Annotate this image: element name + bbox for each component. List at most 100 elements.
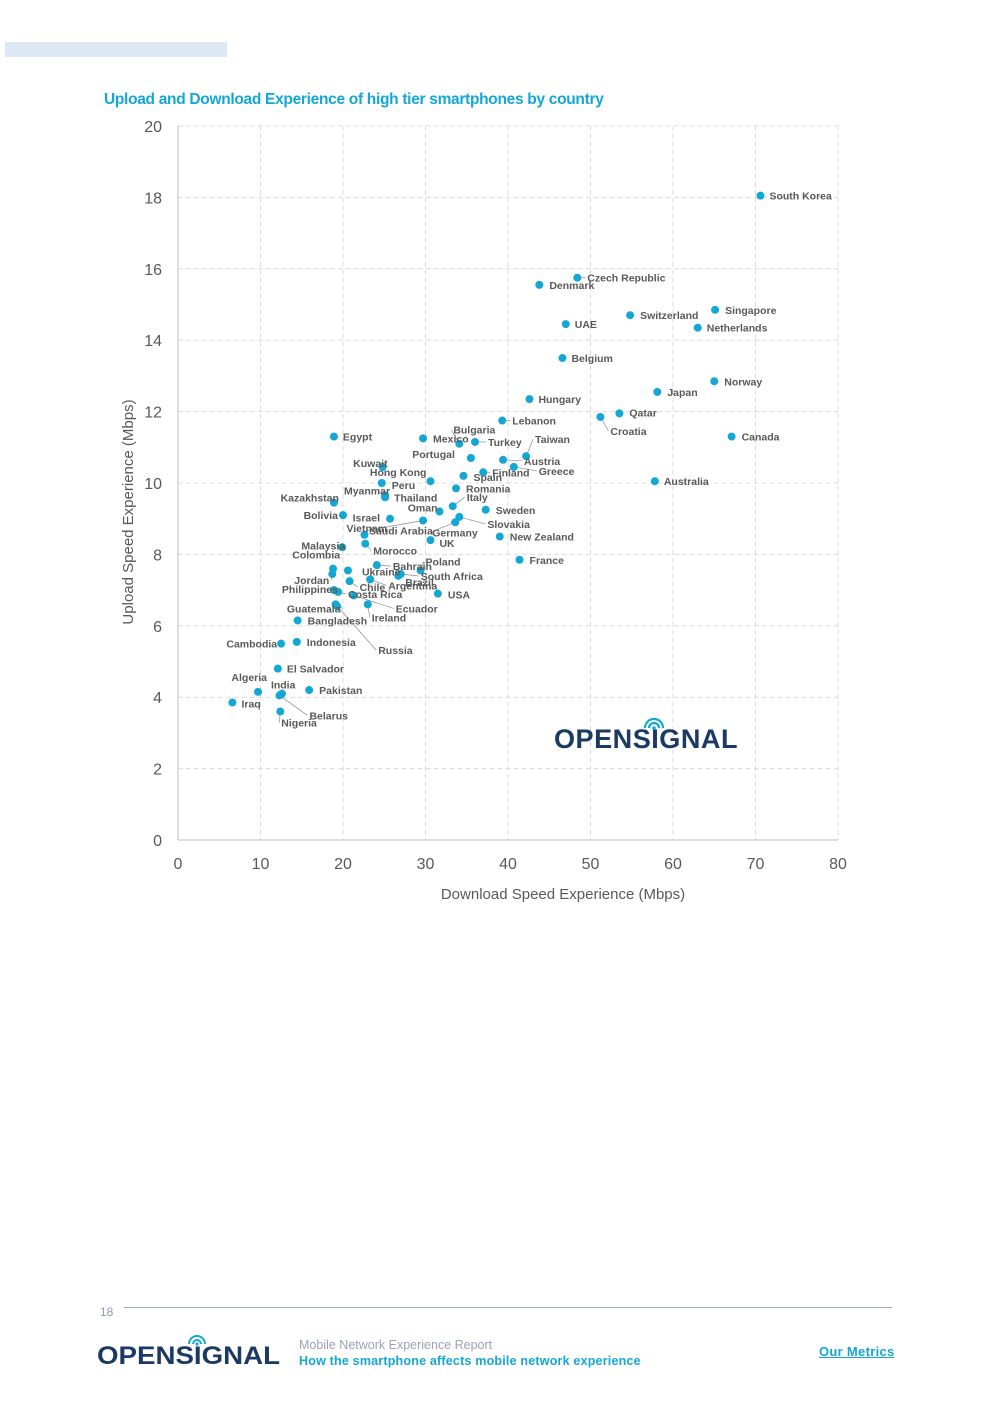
- point-label: Italy: [467, 492, 488, 504]
- point-label: UK: [439, 538, 455, 550]
- point-label: Colombia: [292, 550, 340, 562]
- point-label: Taiwan: [535, 434, 570, 446]
- x-tick-label: 40: [499, 856, 517, 873]
- x-tick-label: 80: [829, 856, 847, 873]
- point-label: Cambodia: [226, 639, 277, 651]
- scatter-point: [338, 543, 347, 552]
- point-label: Jordan: [294, 575, 329, 587]
- y-tick-label: 4: [153, 690, 162, 707]
- point-label: El Salvador: [287, 664, 344, 676]
- scatter-point: [329, 498, 338, 507]
- scatter-point: [419, 516, 428, 525]
- point-label: Argentina: [388, 580, 437, 592]
- scatter-point: [471, 437, 479, 446]
- our-metrics-link[interactable]: Our Metrics: [819, 1344, 895, 1359]
- scatter-point: [466, 454, 475, 463]
- scatter-point: [273, 664, 282, 673]
- scatter-point: [292, 637, 301, 646]
- point-label: Costa Rica: [348, 589, 402, 601]
- scatter-point: [328, 570, 337, 579]
- scatter-point: [334, 587, 343, 596]
- grid-lines: [178, 125, 839, 840]
- scatter-point: [381, 493, 390, 502]
- point-label: Slovakia: [487, 519, 530, 531]
- point-label: Pakistan: [319, 685, 362, 697]
- scatter-point: [479, 468, 488, 477]
- scatter-point: [254, 687, 263, 696]
- scatter-point: [276, 707, 285, 716]
- scatter-point: [525, 395, 534, 404]
- tick-labels: 0 2 4 6 8 10 12 14 16 18 20 0 10 20 30 40 50 60 70 80: [144, 119, 847, 873]
- scatter-point: [626, 311, 635, 320]
- label-leader-line: [430, 521, 456, 533]
- footer-divider: [124, 1307, 892, 1308]
- point-label: Philippines: [282, 584, 338, 596]
- leader-lines: [278, 277, 609, 723]
- scatter-point: [339, 511, 347, 520]
- x-tick-label: 50: [582, 856, 600, 873]
- y-tick-label: 16: [144, 262, 162, 279]
- point-label: Czech Republic: [587, 273, 665, 285]
- scatter-point: [426, 477, 435, 486]
- x-tick-label: 10: [252, 856, 270, 873]
- point-label: Germany: [432, 527, 478, 539]
- label-leader-line: [279, 695, 308, 716]
- point-label: Greece: [539, 466, 575, 478]
- point-label: Switzerland: [640, 310, 698, 322]
- point-label: Guatemala: [287, 603, 341, 615]
- point-label: Iraq: [241, 699, 260, 711]
- scatter-point: [366, 575, 375, 584]
- point-label: Japan: [667, 387, 697, 399]
- point-label: Oman: [408, 503, 438, 515]
- point-label: Ukraine: [362, 566, 401, 578]
- y-axis-label: Upload Speed Experience (Mbps): [120, 399, 137, 624]
- footer-logo-text: OPENSIGNAL: [97, 1342, 280, 1368]
- point-label: Turkey: [488, 437, 522, 449]
- scatter-point: [293, 616, 302, 625]
- page-number: 18: [100, 1305, 114, 1319]
- point-label: Kuwait: [353, 458, 388, 470]
- y-tick-label: 2: [153, 762, 162, 779]
- scatter-point: [495, 532, 504, 541]
- header-band: [5, 42, 227, 57]
- scatter-point: [596, 412, 605, 421]
- scatter-point: [305, 686, 314, 695]
- scatter-point: [498, 416, 507, 425]
- point-label: Myanmar: [344, 485, 390, 497]
- point-label: New Zealand: [510, 532, 574, 544]
- scatter-point: [378, 462, 387, 471]
- point-label: Morocco: [373, 546, 417, 558]
- point-label: Ireland: [372, 612, 406, 624]
- scatter-point: [275, 691, 284, 700]
- point-label: Ecuador: [396, 603, 438, 615]
- scatter-point: [329, 432, 338, 441]
- scatter-point: [426, 536, 435, 545]
- axes: [177, 126, 838, 841]
- point-label: Vietnam: [346, 523, 387, 535]
- y-tick-label: 18: [144, 190, 162, 207]
- point-label: Qatar: [629, 407, 656, 419]
- scatter-point: [711, 305, 720, 314]
- point-label: Kazakhstan: [281, 493, 339, 505]
- x-axis-label: Download Speed Experience (Mbps): [441, 886, 685, 903]
- point-label: France: [530, 555, 565, 567]
- x-tick-label: 70: [747, 856, 765, 873]
- point-label: South Korea: [769, 191, 832, 203]
- point-label: Romania: [466, 483, 511, 495]
- point-label: UAE: [575, 319, 597, 331]
- data-points: [228, 191, 765, 716]
- scatter-point: [416, 566, 425, 575]
- point-label: Algeria: [231, 672, 267, 684]
- point-label: Singapore: [725, 305, 777, 317]
- point-label: South Africa: [421, 571, 483, 583]
- point-label: Portugal: [412, 449, 455, 461]
- point-label: Australia: [664, 476, 709, 488]
- scatter-point: [435, 507, 444, 516]
- signal-arc-icon: [643, 717, 665, 729]
- point-label: Bolivia: [304, 510, 339, 522]
- point-label: Sweden: [496, 505, 536, 517]
- point-label: Egypt: [343, 432, 373, 444]
- point-label: Netherlands: [707, 323, 768, 335]
- point-label: Indonesia: [307, 637, 356, 649]
